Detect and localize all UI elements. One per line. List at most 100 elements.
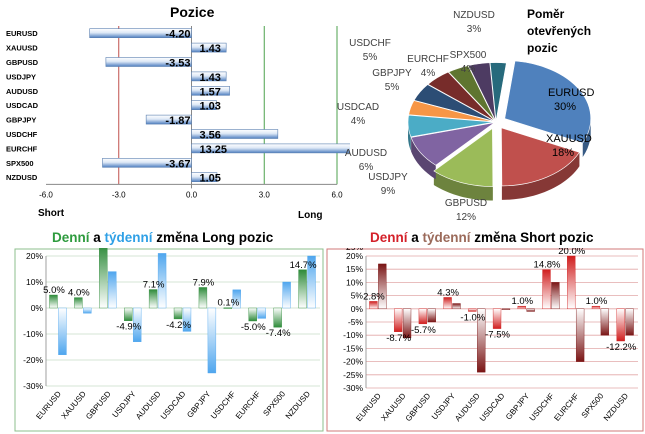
category-label: GBPUSD [404, 391, 433, 423]
category-label: AUDUSD [134, 389, 163, 421]
value-label: 1.05 [200, 173, 221, 185]
pie-slice-label: USDCAD [337, 102, 379, 113]
short-title-part-2: týdenní [422, 230, 471, 245]
bar-weekly [378, 263, 387, 310]
category-label: USDJPY [6, 72, 36, 81]
category-label: EURUSD [34, 389, 63, 421]
category-label: NZDUSD [602, 391, 630, 422]
bar-weekly [551, 282, 560, 310]
position-bar [191, 100, 217, 110]
category-label: USDCAD [478, 391, 507, 423]
data-label: 1.0% [511, 296, 533, 307]
data-label: -5.7% [411, 325, 436, 336]
value-label: 1.43 [200, 72, 221, 84]
long-changes-title: Denní a týdenní změna Long pozic [52, 230, 273, 245]
category-label: USDCAD [159, 389, 188, 421]
y-tick-label: -10% [343, 330, 363, 340]
position-bar [89, 28, 192, 38]
value-label: 13.25 [200, 144, 228, 156]
position-bar [191, 71, 227, 82]
y-tick-label: 0% [31, 303, 44, 313]
pie-slice-side [501, 152, 580, 200]
pie-slice-pct: 18% [552, 147, 574, 159]
bar-daily [273, 307, 282, 328]
bar-daily [393, 308, 403, 332]
value-label: -1.87 [165, 115, 190, 127]
y-tick-label: -30% [343, 383, 363, 393]
bar-weekly [207, 307, 217, 374]
value-label: 3.56 [200, 130, 221, 142]
bar-weekly [625, 308, 634, 336]
pie-slice [433, 127, 494, 187]
y-tick-label: 5% [351, 291, 364, 301]
pie-slice-pct: 5% [385, 82, 400, 93]
pie-slice [501, 127, 580, 187]
y-tick-label: 20% [26, 251, 43, 261]
data-label: -4.2% [166, 320, 191, 331]
bar-daily [248, 307, 257, 322]
pie-slice-pct: 9% [381, 186, 396, 197]
bar-weekly [600, 308, 610, 336]
y-tick-label: -10% [23, 329, 43, 339]
y-tick-label: 0% [351, 304, 364, 314]
data-label: 4.3% [437, 287, 459, 298]
category-label: XAUUSD [6, 44, 38, 53]
pie-slice-pct: 4% [351, 116, 366, 127]
pie-slice [504, 60, 592, 144]
x-tick-label: -3.0 [112, 190, 126, 199]
pie-slice-pct: 12% [456, 212, 476, 223]
data-label: 14.7% [290, 260, 317, 271]
x-tick-label: 6.0 [331, 190, 343, 199]
pie-slice-label: GBPUSD [445, 198, 487, 209]
long-label: Long [298, 210, 323, 221]
data-label: -7.5% [485, 330, 510, 341]
category-label: SPX500 [261, 389, 287, 418]
pie-slice [407, 114, 495, 138]
bar-weekly [108, 271, 117, 309]
bar-weekly [452, 303, 461, 310]
pie-slice-label: NZDUSD [453, 10, 495, 21]
y-tick-label: 10% [346, 277, 363, 287]
pie-slice [427, 71, 495, 122]
pie-slice-pct: 6% [359, 162, 374, 173]
data-label: -12.2% [606, 342, 637, 353]
bar-daily [616, 308, 625, 342]
category-label: GBPUSD [84, 389, 113, 421]
category-label: EURCHF [234, 389, 262, 420]
short-label: Short [38, 208, 65, 219]
bar-weekly [307, 255, 316, 309]
category-label: EURUSD [6, 29, 38, 38]
data-label: -1.0% [460, 312, 485, 323]
pie-slice [410, 122, 495, 166]
y-tick-label: 10% [26, 277, 43, 287]
bar-weekly [58, 307, 67, 355]
long-title-part-1: a [89, 230, 105, 245]
data-label: 20.0% [558, 248, 585, 257]
pie-slice [408, 100, 495, 122]
pie-slice-side [433, 171, 493, 201]
pie-slice-label: SPX500 [450, 50, 487, 61]
bar-daily [49, 294, 58, 309]
chart-frame [14, 248, 324, 432]
category-label: NZDUSD [284, 389, 312, 420]
category-label: USDCHF [528, 391, 556, 422]
bar-daily [124, 307, 133, 321]
bar-daily [198, 287, 208, 309]
category-label: USDCHF [209, 389, 237, 420]
pie-slice [489, 62, 507, 121]
y-tick-label: 20% [346, 251, 363, 261]
pie-slice-label: AUDUSD [345, 148, 387, 159]
x-tick-label: 3.0 [259, 190, 271, 199]
y-tick-label: 25% [346, 248, 363, 252]
pie-slice-label: GBPJPY [372, 68, 412, 79]
pie-slice-label: USDCHF [349, 38, 391, 49]
pie-slice-side [411, 137, 436, 180]
bar-daily [517, 305, 526, 309]
value-label: 1.43 [200, 43, 221, 55]
bar-daily [492, 308, 502, 329]
long-changes-chart: 20%10%0%-10%-20%-30%5.0%EURUSD4.0%XAUUSD… [14, 248, 324, 432]
position-bar [102, 158, 192, 168]
bar-daily [99, 248, 108, 309]
y-tick-label: -20% [23, 355, 43, 365]
long-title-part-3: změna Long pozic [152, 230, 274, 245]
